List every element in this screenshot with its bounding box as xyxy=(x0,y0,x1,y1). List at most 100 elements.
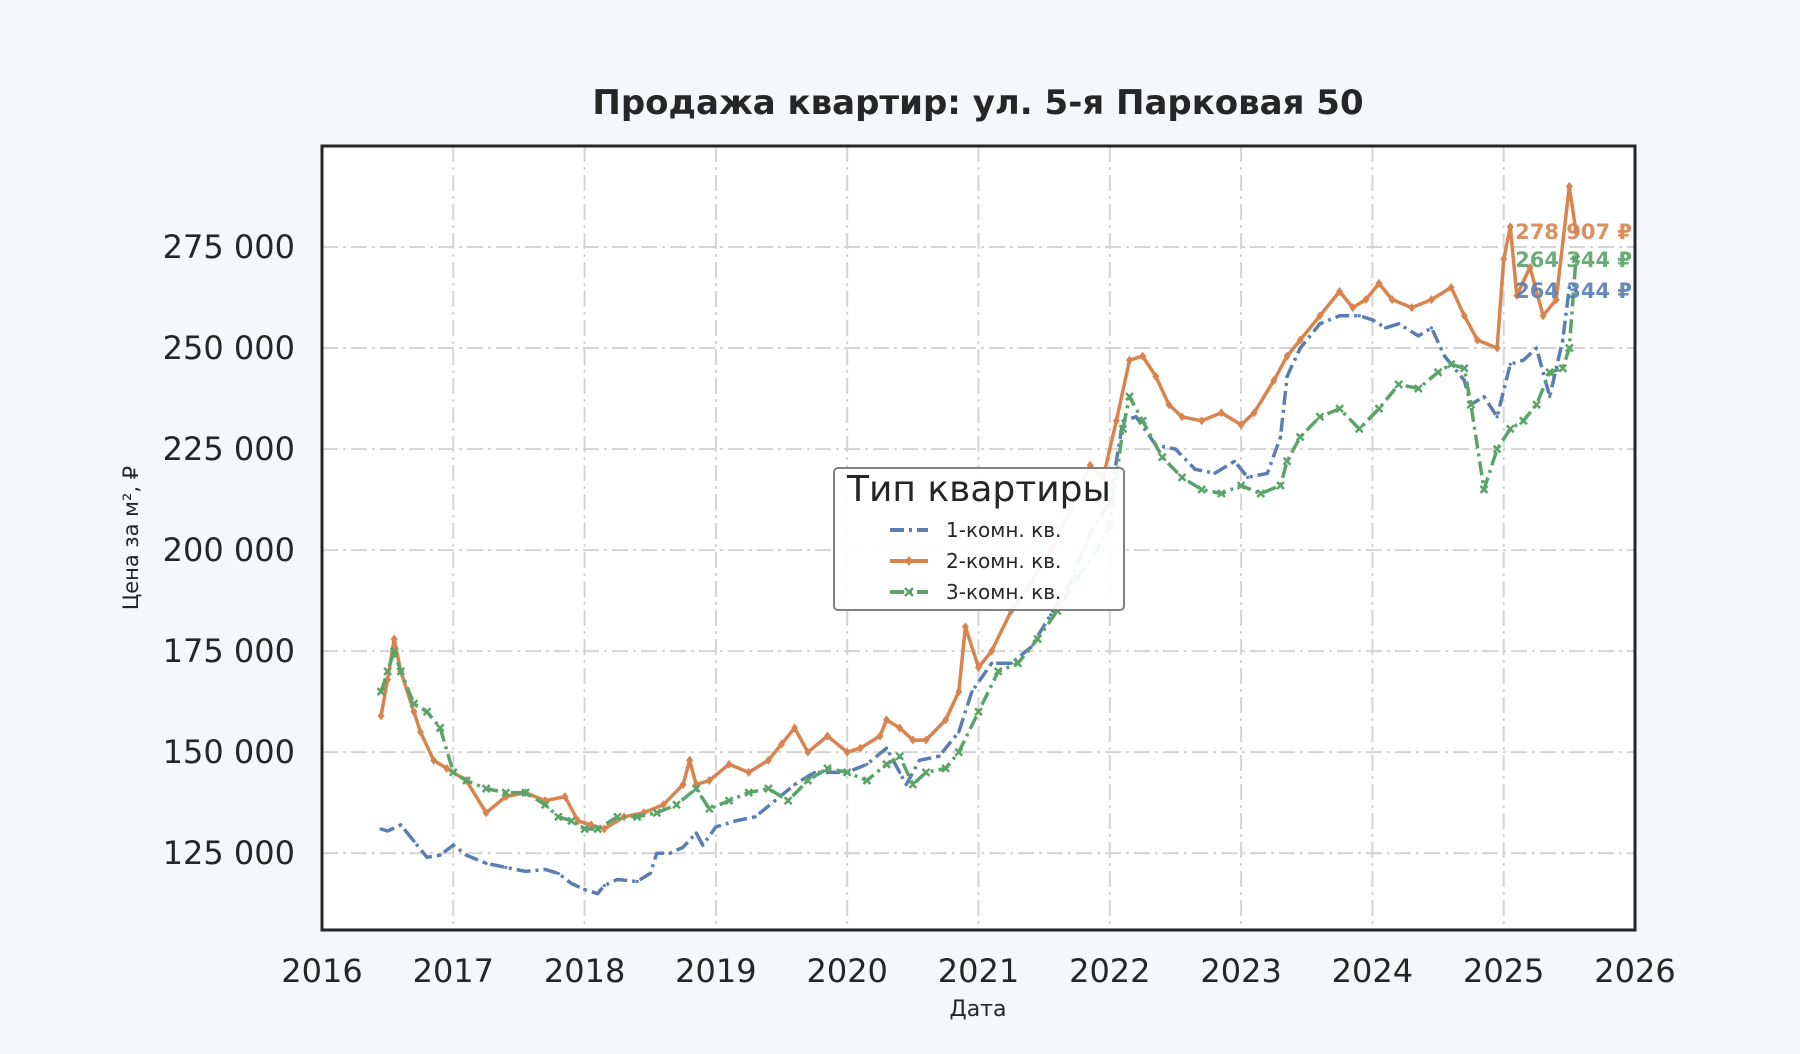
data-point xyxy=(764,784,773,793)
data-point xyxy=(1567,285,1571,290)
data-point xyxy=(1118,424,1128,434)
data-point xyxy=(791,723,799,733)
legend-marker xyxy=(905,556,913,566)
data-point xyxy=(974,707,983,717)
data-point xyxy=(970,689,974,694)
data-point xyxy=(1447,282,1455,292)
data-point xyxy=(1513,291,1521,301)
data-point xyxy=(975,662,982,672)
data-point xyxy=(941,763,951,773)
data-point xyxy=(1539,311,1547,321)
data-point xyxy=(990,661,994,665)
data-point xyxy=(1370,318,1374,322)
data-point xyxy=(908,780,918,789)
data-point xyxy=(882,759,891,769)
data-point xyxy=(416,727,424,737)
data-point xyxy=(593,824,603,834)
data-point xyxy=(803,776,813,785)
data-point xyxy=(957,730,961,734)
data-point xyxy=(390,634,398,644)
data-point xyxy=(1526,262,1534,272)
data-point xyxy=(635,879,639,884)
data-point xyxy=(462,776,471,785)
data-point xyxy=(1125,392,1134,401)
data-point xyxy=(1462,378,1466,382)
data-point xyxy=(567,816,576,826)
data-point xyxy=(1397,322,1401,326)
x-tick-label: 2025 xyxy=(1463,952,1544,990)
data-point xyxy=(1394,380,1404,389)
data-point xyxy=(1138,416,1148,426)
data-point xyxy=(1571,254,1581,264)
data-point xyxy=(523,869,528,874)
data-point xyxy=(1574,288,1578,292)
data-point xyxy=(484,861,488,865)
data-point xyxy=(1125,355,1133,365)
data-point xyxy=(1362,295,1370,305)
data-point xyxy=(430,755,438,765)
data-point xyxy=(856,743,864,753)
y-tick-label: 225 000 xyxy=(163,430,295,468)
data-point xyxy=(904,782,908,787)
data-point xyxy=(724,796,734,806)
legend-entries: 1-комн. кв. 2-комн. кв. 3-комн. кв. xyxy=(890,518,1061,604)
data-point xyxy=(1152,371,1160,381)
x-tick-label: 2026 xyxy=(1594,952,1675,990)
legend-entry-2: 2-комн. кв. xyxy=(890,549,1061,573)
y-tick-label: 125 000 xyxy=(163,834,295,872)
data-point xyxy=(921,768,931,777)
data-point xyxy=(773,799,777,803)
data-point xyxy=(1564,343,1574,353)
data-point xyxy=(1336,286,1344,296)
data-point xyxy=(561,792,569,802)
data-point xyxy=(1315,412,1325,422)
y-tick-label: 200 000 xyxy=(163,531,295,569)
data-point xyxy=(379,827,383,831)
data-point xyxy=(1427,295,1435,305)
data-point xyxy=(1178,412,1186,422)
data-point xyxy=(1521,358,1525,362)
x-tick-label: 2019 xyxy=(675,952,756,990)
data-point xyxy=(1413,384,1423,393)
data-point xyxy=(733,819,738,823)
y-tick-label: 250 000 xyxy=(163,329,295,367)
y-tick-label: 150 000 xyxy=(163,733,295,771)
data-point xyxy=(615,877,620,882)
data-point xyxy=(701,843,705,847)
data-point xyxy=(725,759,733,769)
data-point xyxy=(580,824,589,834)
data-point xyxy=(613,812,622,822)
data-point xyxy=(1278,435,1283,439)
data-point xyxy=(1479,485,1489,494)
data-point xyxy=(1265,471,1269,475)
data-point xyxy=(504,865,508,869)
data-point xyxy=(1298,346,1302,350)
data-point xyxy=(954,747,964,757)
end-value-label: 264 344 ₽ xyxy=(1515,248,1632,272)
x-tick-label: 2020 xyxy=(806,952,887,990)
data-point xyxy=(386,829,390,833)
y-tick-label: 175 000 xyxy=(163,632,295,670)
data-point xyxy=(937,754,941,758)
data-point xyxy=(804,747,812,757)
end-value-label: 264 344 ₽ xyxy=(1515,279,1632,303)
data-point xyxy=(1482,394,1486,399)
data-point xyxy=(1316,311,1324,321)
data-point xyxy=(383,666,393,676)
data-point xyxy=(1548,394,1552,399)
data-point xyxy=(596,892,600,896)
data-point xyxy=(438,853,442,857)
legend-entry-3: 3-комн. кв. xyxy=(890,580,1061,604)
x-tick-label: 2017 xyxy=(413,952,494,990)
data-point xyxy=(399,823,403,827)
data-point xyxy=(1165,400,1173,410)
data-point xyxy=(909,735,917,745)
data-point xyxy=(1416,334,1420,338)
data-point xyxy=(422,707,432,717)
data-point xyxy=(1139,351,1147,361)
data-point xyxy=(655,851,659,855)
data-point xyxy=(1296,335,1304,345)
data-point xyxy=(922,735,930,745)
data-point xyxy=(410,707,418,717)
